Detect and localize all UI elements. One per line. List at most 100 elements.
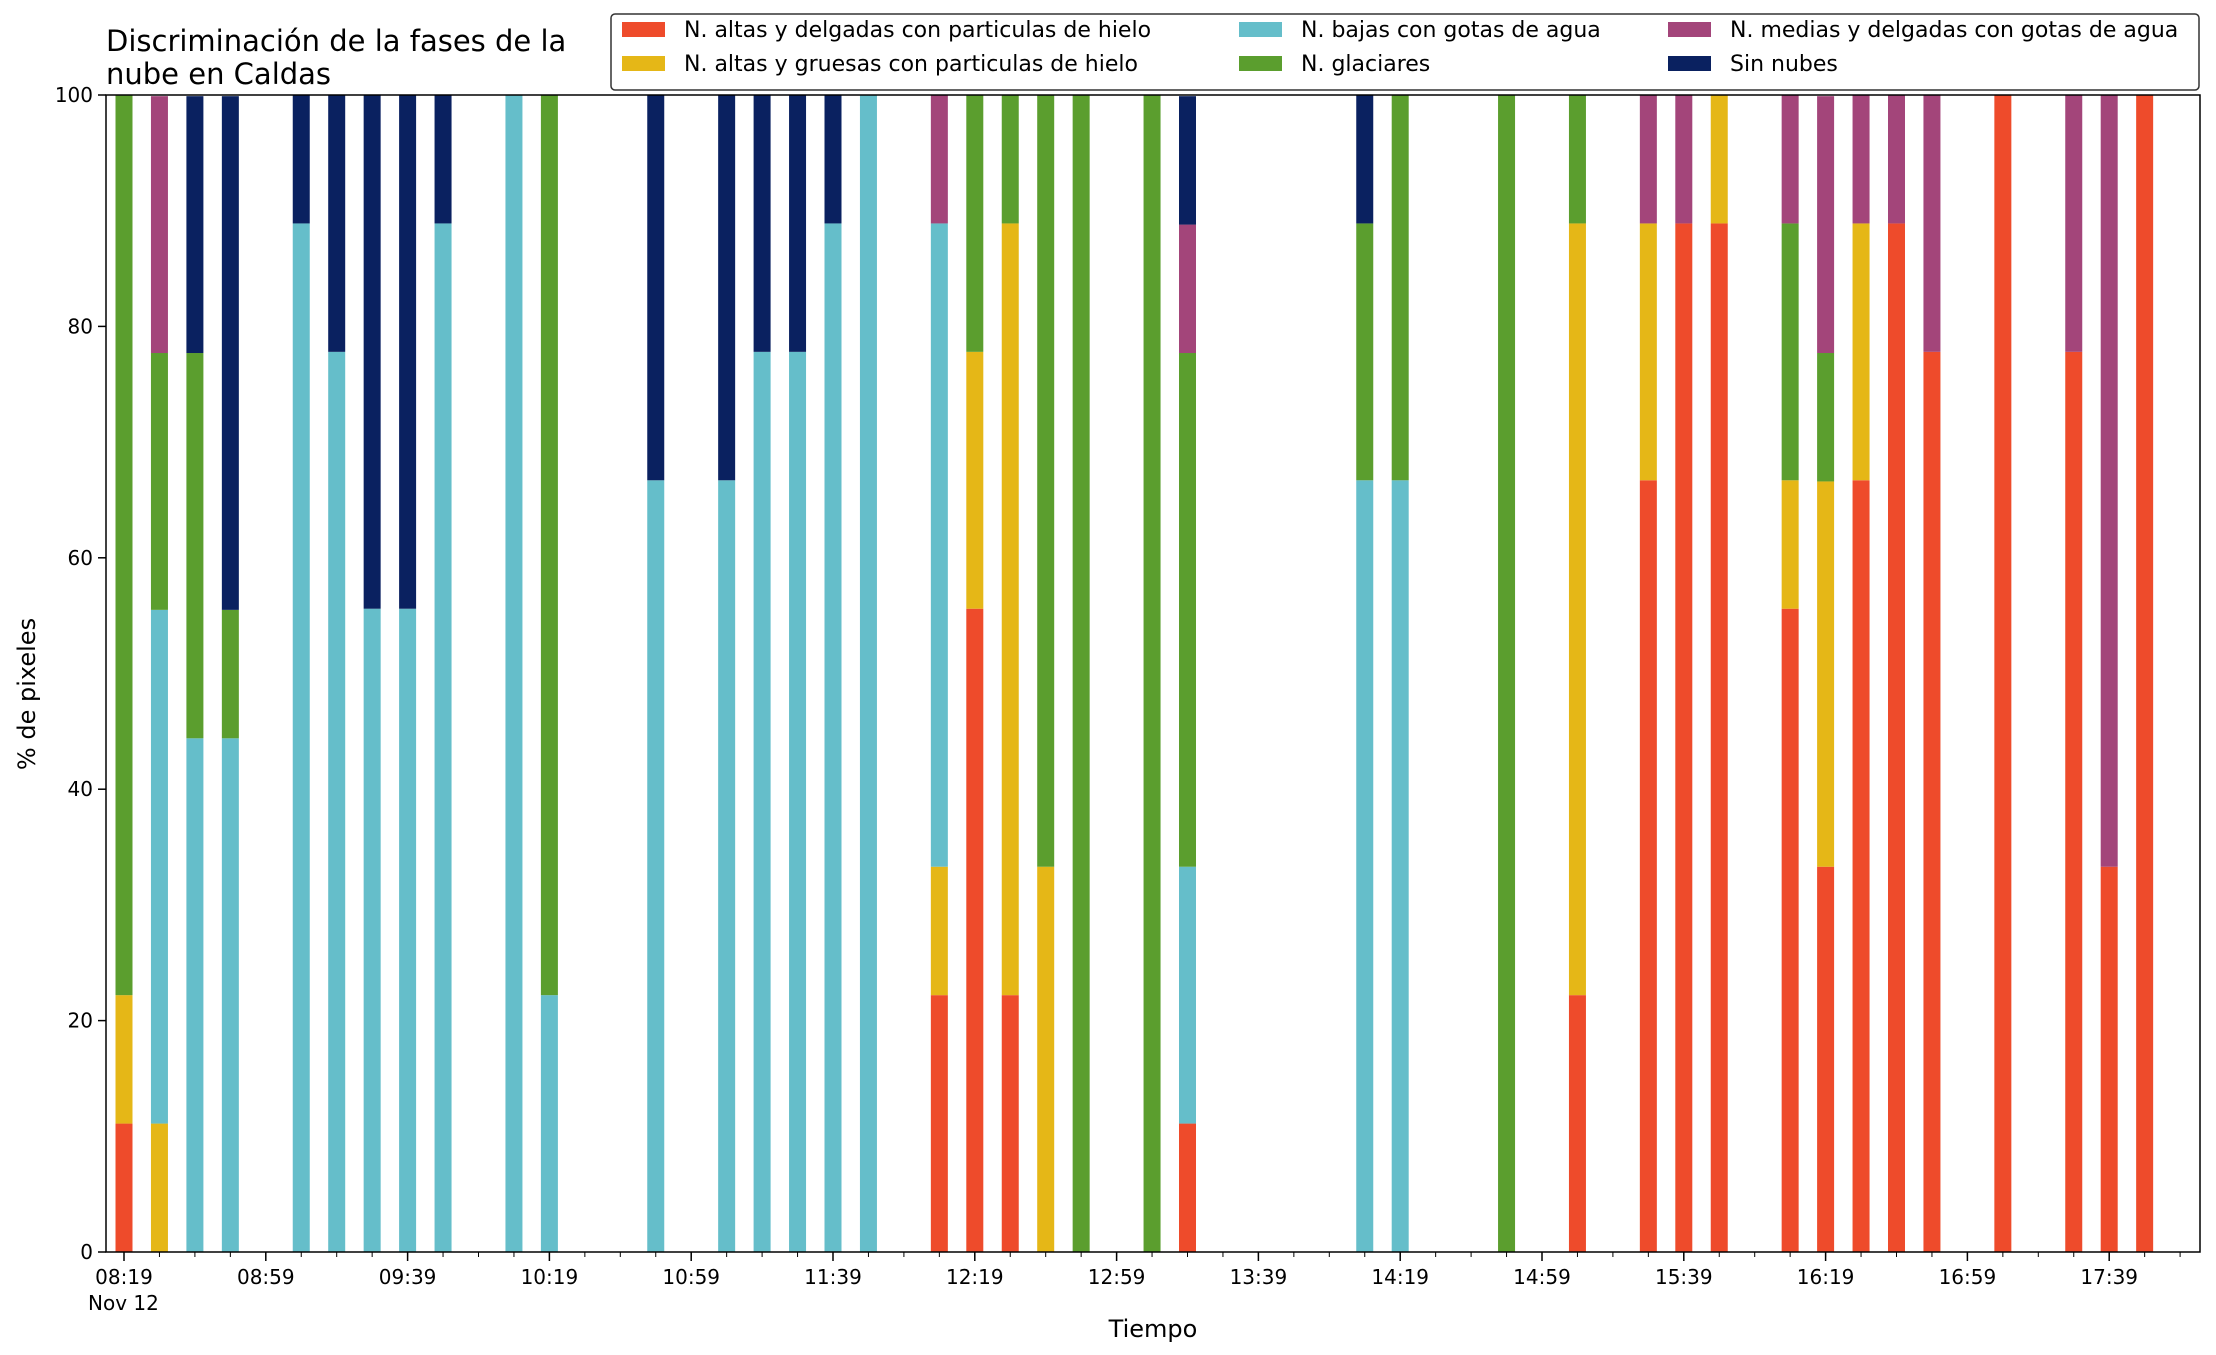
bar-stack: [1675, 95, 1693, 1253]
bar-segment: [292, 95, 310, 224]
bar-segment: [1710, 95, 1728, 224]
legend-item: N. altas y delgadas con particulas de hi…: [622, 18, 1151, 43]
plot-frame: [105, 94, 2201, 1253]
bar-segment: [1781, 608, 1799, 1252]
bar-segment: [2136, 95, 2154, 1252]
bar-segment: [186, 353, 204, 739]
bar-segment: [115, 1123, 133, 1252]
bar-segment: [753, 95, 771, 352]
x-tick-label: 09:39: [379, 1265, 437, 1289]
x-tick-label: 15:39: [1655, 1265, 1713, 1289]
bar-segment: [789, 95, 807, 352]
bar-segment: [647, 480, 665, 1252]
legend-swatch: [1668, 22, 1711, 37]
x-date-label: Nov 12: [88, 1291, 159, 1315]
bar-stack: [540, 95, 558, 1252]
bar-stack: [718, 95, 736, 1252]
bar-stack: [186, 96, 204, 1252]
bar-stack: [399, 95, 417, 1252]
bar-segment: [1817, 96, 1835, 354]
legend-label: N. medias y delgadas con gotas de agua: [1730, 18, 2178, 43]
bar-segment: [718, 95, 736, 481]
bar-stack: [966, 95, 984, 1252]
bar-segment: [363, 608, 381, 1252]
bar-segment: [399, 95, 417, 609]
bar-segment: [1994, 95, 2012, 1252]
bar-stack: [221, 96, 239, 1252]
bar-segment: [1001, 95, 1019, 224]
bar-stack: [2100, 95, 2118, 1252]
bar-segment: [1143, 95, 1161, 1252]
bar-segment: [328, 95, 346, 352]
bar-segment: [1675, 95, 1693, 224]
legend-box: [610, 13, 2200, 91]
bar-segment: [1923, 351, 1941, 1253]
legend-swatch: [1239, 56, 1282, 71]
bar-stack: [2065, 95, 2083, 1253]
bar-stack: [1498, 95, 1516, 1252]
bar-stack: [1710, 95, 1728, 1253]
bar-segment: [1781, 95, 1799, 224]
bar-stack: [1852, 95, 1870, 1252]
bar-segment: [1568, 223, 1586, 996]
bar-segment: [363, 95, 381, 609]
bar-segment: [434, 95, 452, 224]
y-tick-label: 100: [55, 83, 93, 107]
bar-segment: [930, 995, 948, 1252]
y-tick-label: 80: [68, 314, 93, 338]
bar-segment: [328, 351, 346, 1253]
bar-segment: [1072, 95, 1090, 1252]
bar-stack: [1817, 96, 1835, 1252]
bar-segment: [292, 223, 310, 1253]
bar-segment: [1639, 95, 1657, 224]
bar-segment: [1817, 353, 1835, 482]
x-tick-label: 10:59: [662, 1265, 720, 1289]
bar-segment: [1852, 480, 1870, 1252]
bar-segment: [1888, 223, 1905, 1253]
x-tick-label: 13:39: [1230, 1265, 1288, 1289]
bar-segment: [1710, 223, 1728, 1253]
bar-segment: [718, 480, 736, 1252]
bar-segment: [1498, 95, 1516, 1252]
bar-stack: [2136, 95, 2154, 1252]
bar-stack: [1781, 95, 1799, 1252]
legend-item: N. medias y delgadas con gotas de agua: [1668, 18, 2178, 43]
x-axis-label: Tiempo: [1108, 1315, 1198, 1343]
bar-segment: [1356, 223, 1374, 481]
legend-label: N. bajas con gotas de agua: [1301, 18, 1601, 43]
x-tick-label: 17:39: [2080, 1265, 2138, 1289]
chart-title-line-2: nube en Caldas: [106, 57, 331, 91]
x-tick-label: 12:59: [1088, 1265, 1146, 1289]
chart-title: Discriminación de la fases de la nube en…: [106, 24, 566, 91]
legend-label: N. glaciares: [1301, 52, 1430, 77]
bar-stack: [150, 96, 168, 1252]
bar-segment: [186, 96, 204, 354]
bar-stack: [930, 95, 948, 1252]
legend-label: N. altas y delgadas con particulas de hi…: [684, 18, 1151, 43]
bar-segment: [221, 96, 239, 610]
y-axis-label: % de pixeles: [13, 618, 41, 770]
bar-segment: [930, 95, 948, 224]
bar-stack: [753, 95, 771, 1253]
bar-stack: [115, 95, 133, 1252]
x-tick-label: 11:39: [804, 1265, 862, 1289]
y-tick-label: 20: [68, 1009, 93, 1033]
bar-stack: [1072, 95, 1090, 1252]
legend-item: Sin nubes: [1668, 52, 1838, 77]
y-tick-label: 40: [68, 777, 93, 801]
bar-segment: [930, 223, 948, 867]
legend: N. altas y delgadas con particulas de hi…: [610, 13, 2200, 91]
bar-segment: [186, 738, 204, 1252]
bar-segment: [2065, 351, 2083, 1253]
bar-segment: [1568, 995, 1586, 1252]
bar-stack: [1391, 95, 1409, 1252]
bar-stack: [434, 95, 452, 1253]
legend-swatch: [622, 56, 665, 71]
bar-stack: [292, 95, 310, 1253]
legend-swatch: [622, 22, 665, 37]
bar-segment: [434, 223, 452, 1253]
y-tick-label: 0: [80, 1240, 93, 1264]
bar-segment: [1037, 95, 1055, 867]
bar-segment: [1817, 481, 1835, 867]
